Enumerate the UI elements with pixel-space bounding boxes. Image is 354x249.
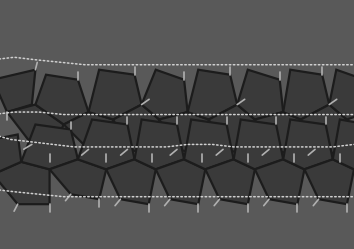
Polygon shape: [329, 70, 354, 120]
Polygon shape: [64, 112, 113, 154]
Polygon shape: [209, 105, 255, 154]
Polygon shape: [142, 70, 188, 120]
Polygon shape: [156, 159, 205, 204]
Polygon shape: [333, 120, 354, 169]
Polygon shape: [50, 159, 106, 199]
Polygon shape: [184, 120, 234, 169]
Polygon shape: [283, 120, 333, 169]
Polygon shape: [88, 70, 142, 120]
Polygon shape: [188, 70, 237, 120]
Polygon shape: [78, 120, 135, 169]
Polygon shape: [7, 105, 64, 154]
Polygon shape: [159, 112, 209, 154]
Polygon shape: [283, 70, 329, 120]
Polygon shape: [0, 70, 35, 112]
Polygon shape: [35, 75, 88, 124]
Polygon shape: [21, 124, 78, 169]
Polygon shape: [0, 134, 21, 174]
Polygon shape: [255, 112, 301, 154]
Polygon shape: [255, 159, 304, 204]
Polygon shape: [237, 70, 283, 120]
Polygon shape: [205, 159, 255, 204]
Polygon shape: [304, 159, 354, 204]
Polygon shape: [234, 120, 283, 169]
Polygon shape: [113, 105, 159, 154]
Polygon shape: [106, 159, 156, 204]
Polygon shape: [0, 162, 50, 204]
Polygon shape: [301, 105, 347, 154]
Polygon shape: [135, 120, 184, 169]
